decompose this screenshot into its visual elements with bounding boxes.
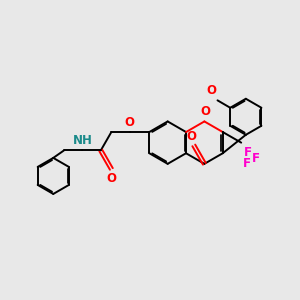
Text: O: O	[206, 84, 216, 98]
Text: F: F	[251, 152, 260, 165]
Text: O: O	[200, 105, 210, 118]
Text: F: F	[243, 158, 251, 170]
Text: O: O	[106, 172, 116, 185]
Text: O: O	[186, 130, 197, 143]
Text: F: F	[244, 146, 252, 159]
Text: NH: NH	[72, 134, 92, 147]
Text: O: O	[125, 116, 135, 128]
